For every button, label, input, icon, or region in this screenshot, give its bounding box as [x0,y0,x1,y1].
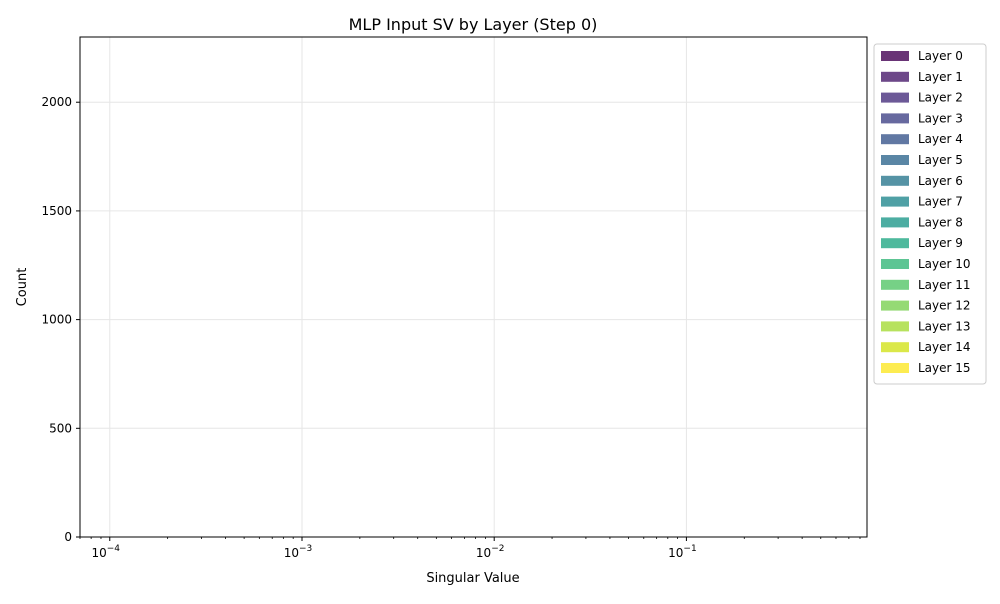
legend-swatch [881,51,909,61]
legend: Layer 0 Layer 1 Layer 2 Layer 3 Layer 4 Layer… [873,43,987,385]
legend-swatch [881,196,909,207]
x-tick-label-base: 10 [476,546,491,560]
legend-label: Layer 2 [918,91,963,105]
legend-label: Layer 4 [918,132,963,146]
x-tick-label-base: 10 [284,546,299,560]
legend-swatch [881,175,909,186]
x-tick-label-base: 10 [91,546,106,560]
legend-label: Layer 14 [918,340,971,354]
legend-item: Layer 3 [881,111,963,125]
x-tick-label-exponent: −2 [491,544,504,554]
chart-title: MLP Input SV by Layer (Step 0) [349,15,598,34]
legend-swatch [881,279,909,290]
legend-swatch [881,259,909,269]
x-tick-label: 10−2 [476,544,505,560]
legend-label: Layer 11 [918,278,971,292]
legend-items: Layer 0 Layer 1 Layer 2 Layer 3 Layer 4 Layer… [881,49,971,375]
legend-item: Layer 7 [881,195,963,209]
legend-label: Layer 10 [918,257,971,271]
y-tick-label: 0 [64,530,72,544]
legend-label: Layer 9 [918,236,963,250]
legend-item: Layer 8 [881,215,963,229]
legend-item: Layer 15 [881,361,971,375]
x-axis-label: Singular Value [426,571,519,586]
legend-item: Layer 11 [881,278,971,292]
legend-item: Layer 10 [881,257,971,271]
legend-label: Layer 5 [918,153,963,167]
legend-item: Layer 12 [881,299,971,313]
legend-item: Layer 1 [881,70,963,84]
legend-item: Layer 14 [881,340,971,354]
x-tick-label-exponent: −4 [107,544,121,554]
legend-label: Layer 12 [918,299,971,313]
x-tick-label: 10−4 [91,544,120,560]
legend-swatch [881,238,909,249]
legend-swatch [881,321,909,332]
legend-swatch [881,113,909,124]
legend-item: Layer 9 [881,236,963,250]
y-axis-label: Count [15,268,30,307]
x-tick-label: 10−3 [284,544,313,560]
legend-label: Layer 3 [918,111,963,125]
legend-label: Layer 7 [918,195,963,209]
legend-item: Layer 0 [881,49,963,63]
y-axis: 0 500 1000 1500 2000 [41,95,80,544]
legend-swatch [881,71,909,82]
x-axis: 10−4 10−3 10−2 10−1 [91,537,697,560]
legend-swatch [881,155,909,165]
x-tick-label-base: 10 [668,546,683,560]
legend-label: Layer 0 [918,49,963,63]
legend-item: Layer 5 [881,153,963,167]
legend-swatch [881,363,909,373]
legend-label: Layer 6 [918,174,963,188]
legend-swatch [881,217,909,228]
y-tick-label: 1000 [41,313,72,327]
legend-swatch [881,300,909,311]
legend-label: Layer 8 [918,215,963,229]
legend-item: Layer 4 [881,132,963,146]
x-tick-label-exponent: −3 [299,544,312,554]
legend-swatch [881,134,909,145]
legend-item: Layer 13 [881,319,971,333]
legend-swatch [881,92,909,103]
legend-box [873,43,987,385]
x-tick-label-exponent: −1 [683,544,696,554]
legend-swatch [881,342,909,353]
y-tick-label: 1500 [41,204,72,218]
y-tick-label: 500 [49,421,72,435]
plot-frame [79,36,868,538]
legend-label: Layer 1 [918,70,963,84]
x-tick-label: 10−1 [668,544,697,560]
y-tick-label: 2000 [41,95,72,109]
grid [80,37,867,537]
legend-item: Layer 2 [881,91,963,105]
legend-label: Layer 15 [918,361,971,375]
legend-item: Layer 6 [881,174,963,188]
legend-label: Layer 13 [918,319,971,333]
